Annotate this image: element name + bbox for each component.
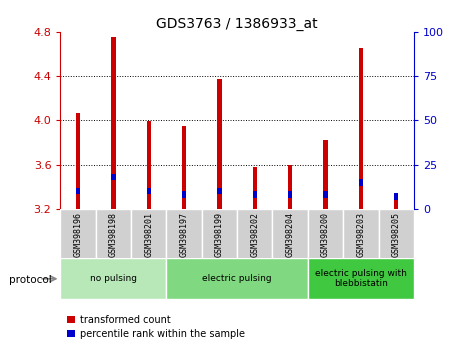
Text: GSM398201: GSM398201 bbox=[144, 212, 153, 257]
Text: GSM398202: GSM398202 bbox=[250, 212, 259, 257]
Bar bbox=[379, 209, 414, 260]
Text: GSM398203: GSM398203 bbox=[356, 212, 365, 257]
Bar bbox=[217, 188, 222, 194]
Bar bbox=[166, 209, 202, 260]
Bar bbox=[359, 179, 363, 185]
Text: GSM398198: GSM398198 bbox=[109, 212, 118, 257]
Bar bbox=[146, 121, 151, 209]
Bar bbox=[182, 126, 186, 209]
Bar bbox=[202, 209, 237, 260]
Bar bbox=[237, 209, 272, 260]
Text: GSM398196: GSM398196 bbox=[73, 212, 83, 257]
Bar bbox=[131, 209, 166, 260]
Bar bbox=[182, 192, 186, 198]
Text: GSM398197: GSM398197 bbox=[179, 212, 189, 257]
Text: GSM398200: GSM398200 bbox=[321, 212, 330, 257]
Bar bbox=[111, 174, 116, 180]
Text: GSM398204: GSM398204 bbox=[286, 212, 295, 257]
Bar bbox=[76, 113, 80, 209]
Bar bbox=[111, 38, 116, 209]
Text: GSM398199: GSM398199 bbox=[215, 212, 224, 257]
Bar bbox=[96, 209, 131, 260]
Bar bbox=[146, 188, 151, 194]
Text: protocol: protocol bbox=[9, 275, 52, 285]
Bar bbox=[288, 165, 292, 209]
Bar bbox=[60, 209, 96, 260]
Bar bbox=[323, 140, 328, 209]
Bar bbox=[394, 193, 399, 200]
Text: electric pulsing with
blebbistatin: electric pulsing with blebbistatin bbox=[315, 269, 407, 289]
Bar bbox=[323, 192, 328, 198]
Text: no pulsing: no pulsing bbox=[90, 274, 137, 283]
Bar bbox=[252, 192, 257, 198]
Bar bbox=[343, 209, 379, 260]
Text: GSM398205: GSM398205 bbox=[392, 212, 401, 257]
Legend: transformed count, percentile rank within the sample: transformed count, percentile rank withi… bbox=[65, 313, 247, 341]
Bar bbox=[272, 209, 308, 260]
Bar bbox=[308, 258, 414, 299]
Title: GDS3763 / 1386933_at: GDS3763 / 1386933_at bbox=[156, 17, 318, 31]
Bar bbox=[76, 188, 80, 194]
Bar bbox=[60, 258, 166, 299]
Bar bbox=[288, 192, 292, 198]
Bar bbox=[359, 48, 363, 209]
Text: electric pulsing: electric pulsing bbox=[202, 274, 272, 283]
Bar bbox=[394, 193, 399, 209]
Bar bbox=[308, 209, 343, 260]
Bar bbox=[217, 79, 222, 209]
Bar bbox=[252, 167, 257, 209]
Bar bbox=[166, 258, 308, 299]
